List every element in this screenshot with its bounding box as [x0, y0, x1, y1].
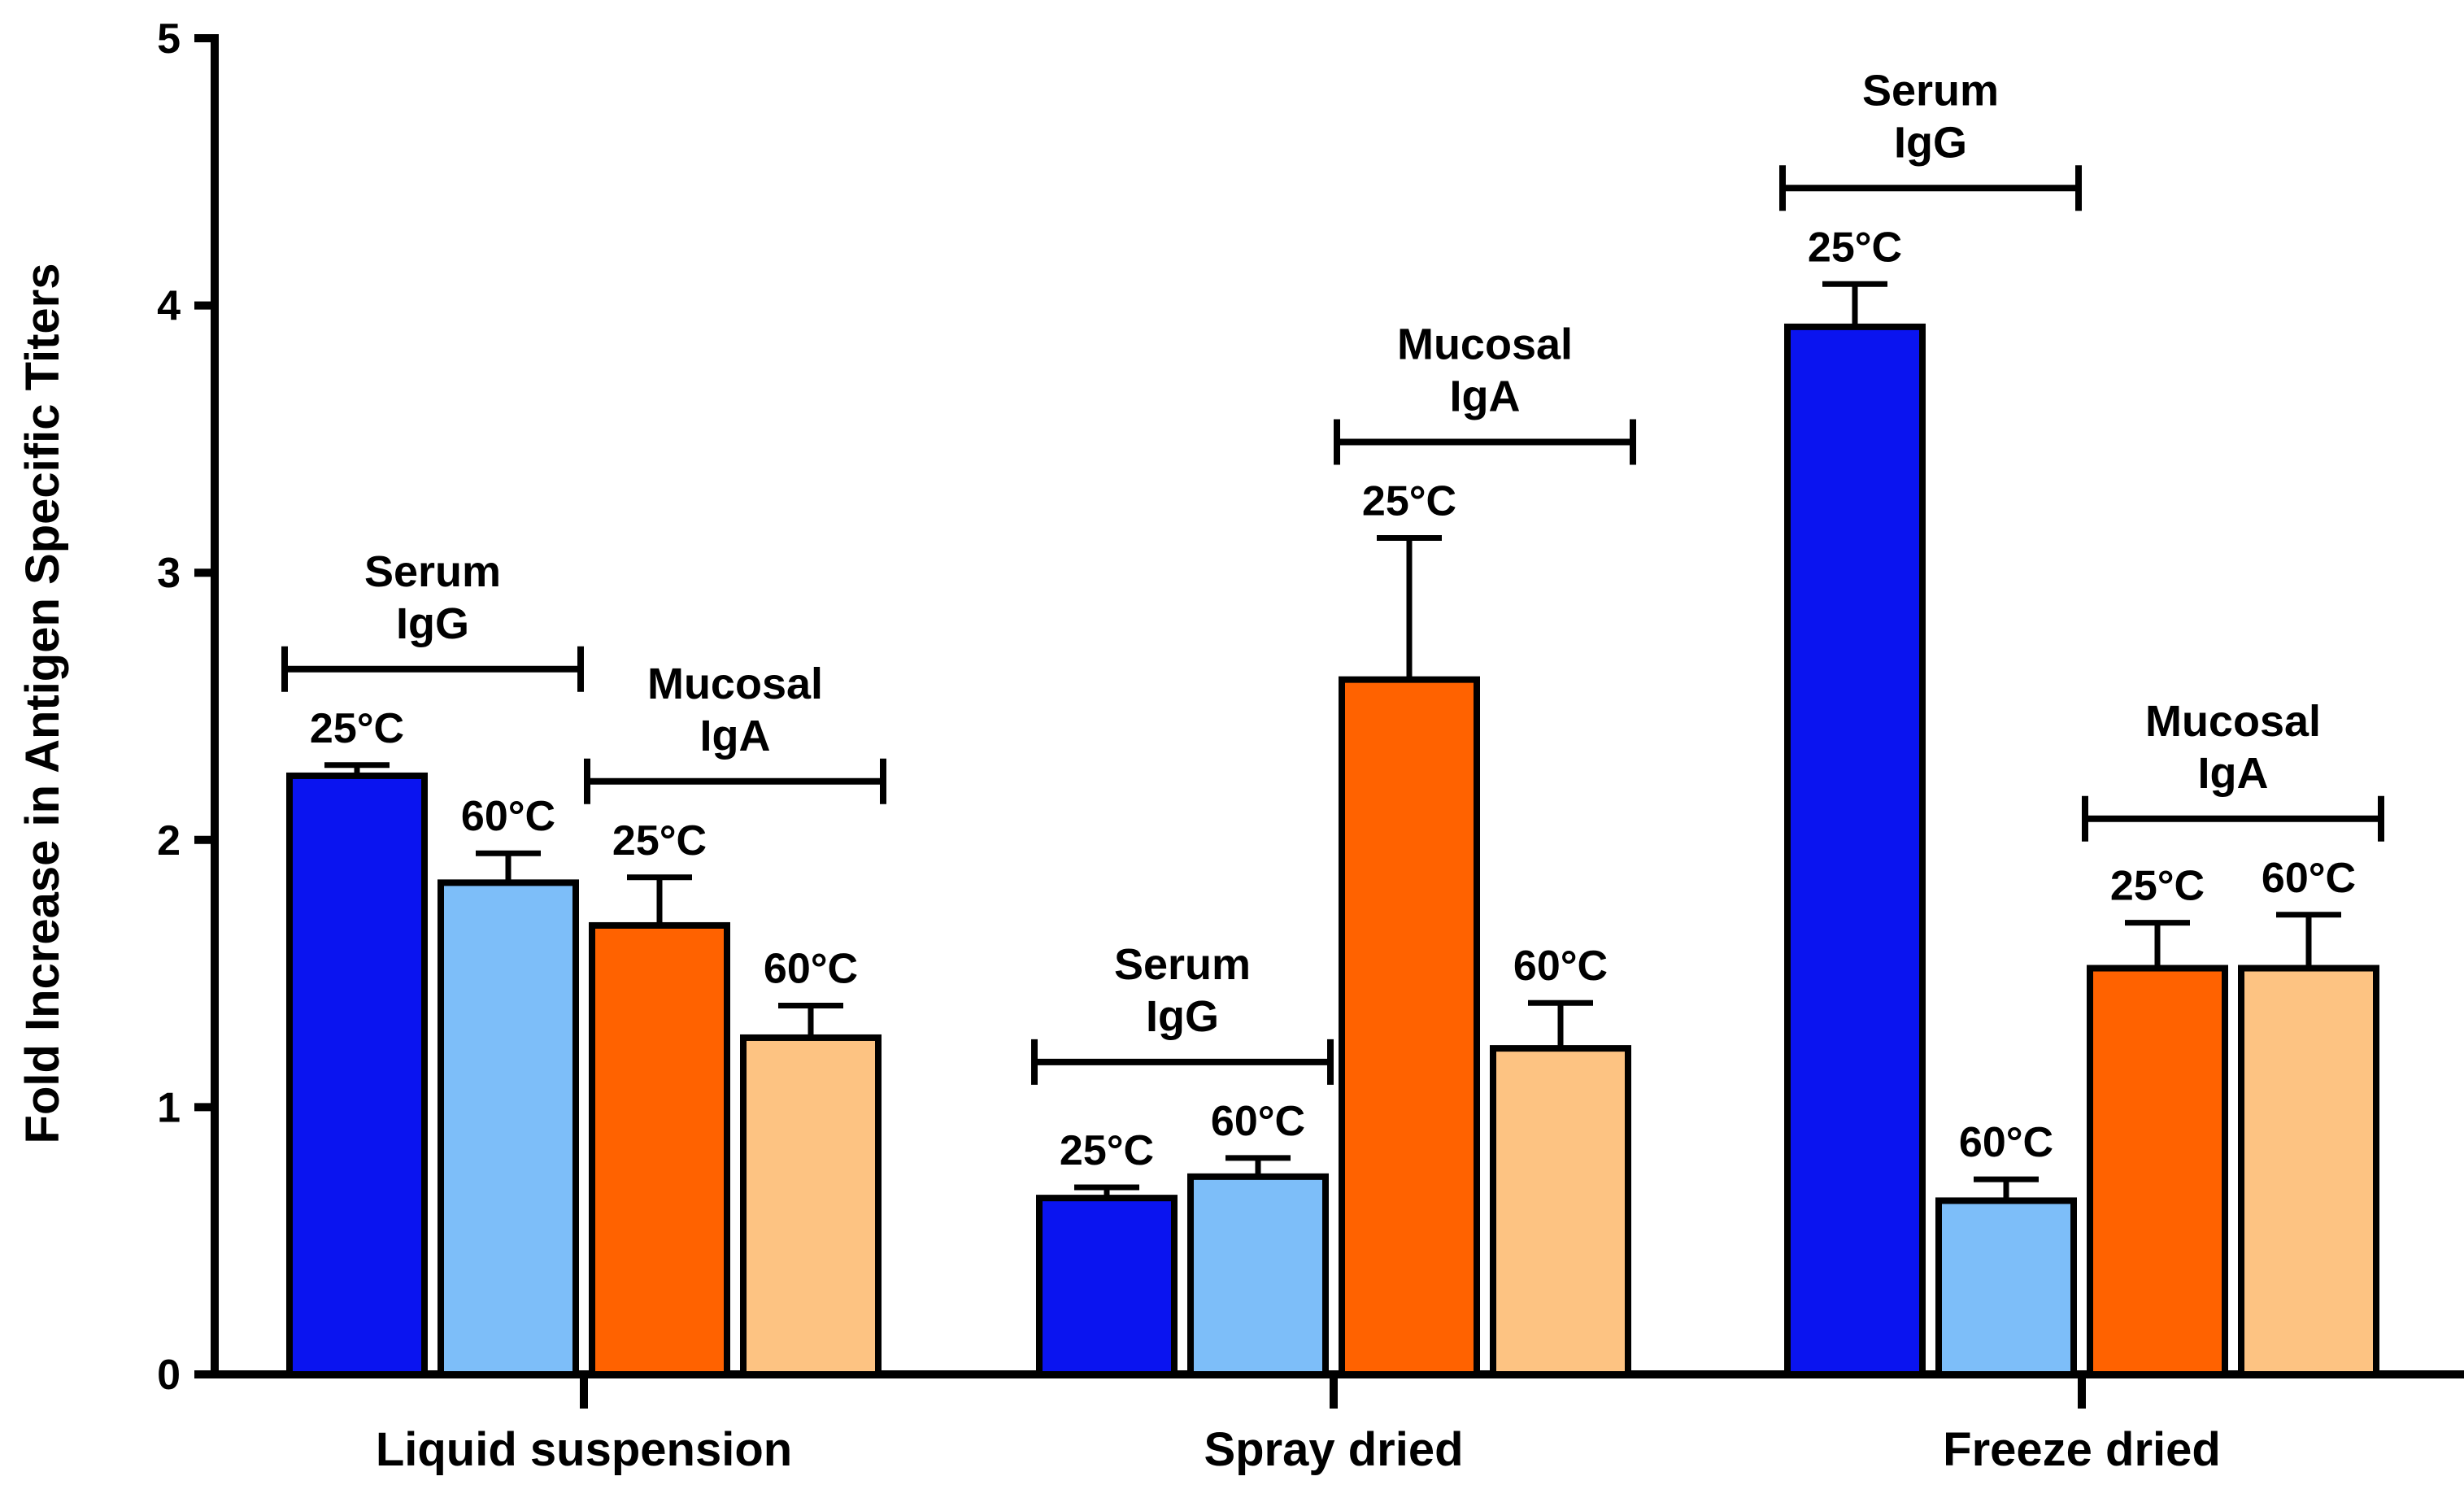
- group-label-line1-0: Serum: [364, 547, 501, 596]
- group-label-line2-1: IgA: [700, 712, 771, 760]
- y-tick-label-5: 5: [157, 15, 181, 63]
- temperature-label-1-3: 60°C: [1513, 943, 1608, 990]
- bar-0-1: [438, 879, 579, 1378]
- temperature-label-1-1: 60°C: [1211, 1098, 1305, 1145]
- group-label-line2-3: IgA: [1450, 372, 1521, 420]
- temperature-label-2-3: 60°C: [2262, 855, 2356, 902]
- bar-0-3: [740, 1034, 882, 1378]
- x-category-label-2: Freeze dried: [1943, 1423, 2221, 1476]
- x-category-label-1: Spray dried: [1204, 1423, 1463, 1476]
- temperature-label-0-0: 25°C: [310, 705, 404, 752]
- group-label-line1-4: Serum: [1862, 66, 1999, 115]
- temperature-label-2-2: 25°C: [2110, 863, 2205, 910]
- annotations-layer: 25°C 60°C 25°C 60°C 25°C 60°C 25°C 60°C 25°C 60°C…: [281, 66, 2384, 1174]
- axes-layer: 0 1 2 3 4 5 Liquid suspension Spray dried Freeze…: [157, 15, 2464, 1476]
- group-label-line1-1: Mucosal: [647, 660, 823, 708]
- bar-1-3: [1490, 1045, 1631, 1378]
- bar-1-2: [1339, 676, 1480, 1378]
- temperature-label-0-2: 25°C: [612, 817, 707, 864]
- temperature-label-2-0: 25°C: [1808, 224, 1902, 271]
- bar-2-1: [1935, 1197, 2077, 1378]
- y-axis-title: Fold Increase in Antigen Specific Titers: [16, 263, 69, 1144]
- y-tick-label-0: 0: [157, 1352, 181, 1399]
- x-category-label-0: Liquid suspension: [376, 1423, 792, 1476]
- group-label-line1-5: Mucosal: [2145, 697, 2321, 746]
- bar-2-3: [2238, 965, 2379, 1378]
- bars-layer: [286, 281, 2379, 1378]
- group-label-line2-4: IgG: [1894, 118, 1967, 167]
- y-tick-label-2: 2: [157, 817, 181, 864]
- y-tick-label-4: 4: [157, 283, 181, 330]
- group-label-line2-0: IgG: [396, 599, 469, 648]
- temperature-label-0-1: 60°C: [461, 793, 555, 840]
- group-label-line2-5: IgA: [2198, 749, 2269, 798]
- bar-2-2: [2087, 965, 2228, 1378]
- bar-0-2: [589, 921, 730, 1378]
- temperature-label-1-2: 25°C: [1362, 477, 1456, 525]
- group-label-line2-2: IgG: [1146, 992, 1219, 1041]
- bar-1-1: [1187, 1173, 1329, 1378]
- group-label-line1-2: Serum: [1114, 940, 1251, 989]
- y-tick-label-1: 1: [157, 1084, 181, 1131]
- bar-1-0: [1036, 1195, 1178, 1378]
- bar-0-0: [286, 772, 428, 1378]
- temperature-label-2-1: 60°C: [1959, 1119, 2053, 1166]
- y-tick-label-3: 3: [157, 550, 181, 597]
- bar-2-0: [1784, 323, 1926, 1378]
- temperature-label-1-0: 25°C: [1060, 1127, 1154, 1174]
- group-label-line1-3: Mucosal: [1397, 320, 1573, 368]
- temperature-label-0-3: 60°C: [764, 946, 858, 993]
